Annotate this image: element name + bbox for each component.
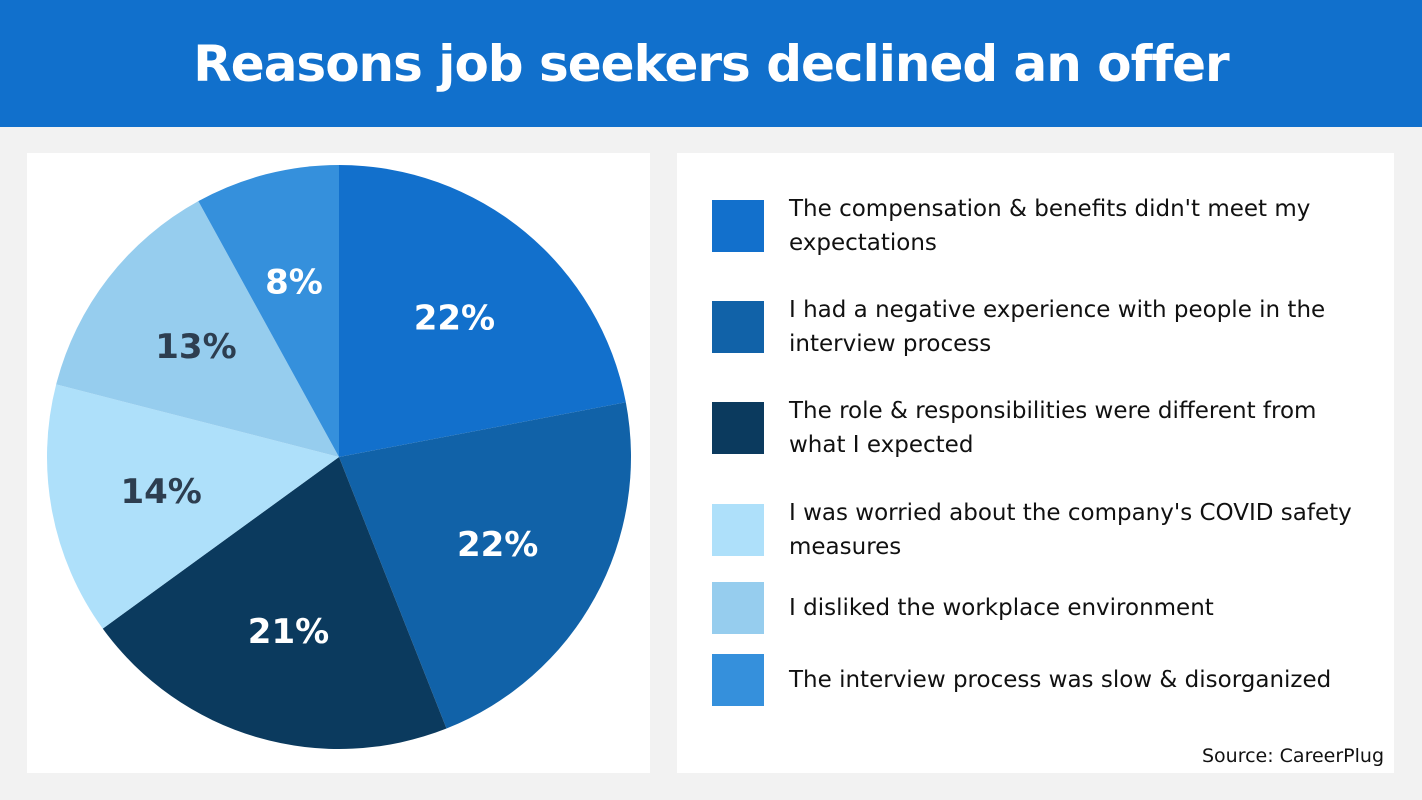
legend-label: The compensation & benefits didn't meet … [789,196,1311,256]
pie-slice [47,384,340,629]
pie-panel: 22% 22% 21% 14% 13% 8% [27,153,650,773]
slice-label: 13% [155,327,236,367]
source-note: Source: CareerPlug [1201,745,1384,767]
legend-item: The interview process was slow & disorga… [712,654,1379,706]
legend-label: The role & responsibilities were differe… [789,398,1317,458]
legend-swatch [712,654,764,706]
legend-item: I disliked the workplace environment [712,582,1379,634]
legend-item: The compensation & benefits didn't meet … [712,192,1379,260]
pie-slice [339,402,631,729]
legend-swatch [712,200,764,252]
legend-label: The interview process was slow & disorga… [789,667,1332,693]
legend-swatch [712,402,764,454]
slice-label: 14% [120,472,201,512]
legend-item: I had a negative experience with people … [712,293,1379,361]
legend-swatch [712,301,764,353]
legend-item: The role & responsibilities were differe… [712,394,1379,462]
slice-label: 22% [457,525,538,565]
legend-swatch [712,582,764,634]
legend-panel: The compensation & benefits didn't meet … [677,153,1394,773]
pie-chart: 22% 22% 21% 14% 13% 8% [47,165,631,749]
pie-slice [56,201,340,457]
legend-label: I disliked the workplace environment [789,595,1214,621]
legend-swatch [712,504,764,556]
pie-slice [339,165,626,457]
slice-label: 21% [248,612,329,652]
pie-slice [102,457,447,749]
legend-item: I was worried about the company's COVID … [712,496,1379,564]
pie-slice [198,165,339,457]
legend-label: I was worried about the company's COVID … [789,500,1352,560]
slice-label: 22% [414,299,495,339]
slice-label: 8% [265,263,323,303]
legend-label: I had a negative experience with people … [789,297,1326,357]
header-banner: Reasons job seekers declined an offer [0,0,1422,127]
chart-title: Reasons job seekers declined an offer [193,34,1229,93]
